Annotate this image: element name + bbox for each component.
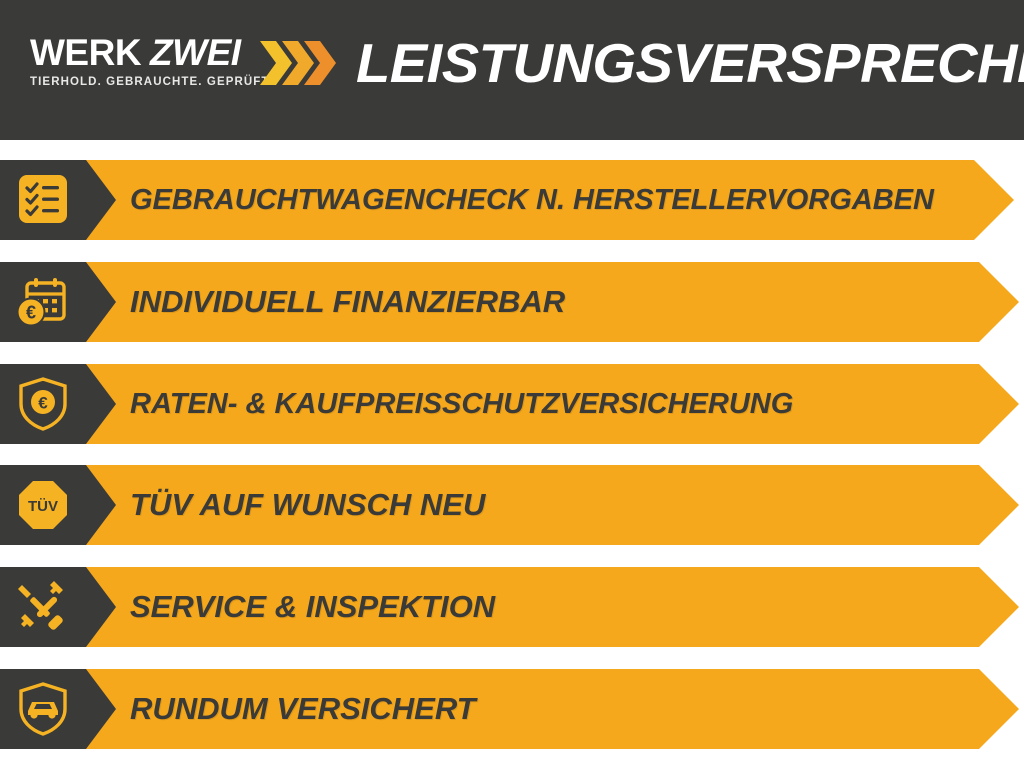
shield-euro-icon: € [14,376,72,432]
banner-label: RUNDUM VERSICHERT [130,691,476,726]
header-bar: WERK ZWEI TIERHOLD. GEBRAUCHTE. GEPRÜFT.… [0,0,1024,140]
brand-word-zwei: ZWEI [150,32,241,73]
banner-row-gebrauchtwagencheck: GEBRAUCHTWAGENCHECK N. HERSTELLERVORGABE… [0,160,1014,240]
banner-label: INDIVIDUELL FINANZIERBAR [130,284,566,319]
tuv-badge-icon: TÜV [14,477,72,533]
wrench-screwdriver-icon [14,579,72,635]
banner-label: TÜV AUF WUNSCH NEU [130,487,486,522]
calendar-euro-icon: € [14,274,72,330]
banner-label: GEBRAUCHTWAGENCHECK N. HERSTELLERVORGABE… [130,183,934,216]
banner-label: RATEN- & KAUFPREISSCHUTZVERSICHERUNG [130,387,794,420]
brand-word-werk: WERK [30,32,142,73]
svg-text:TÜV: TÜV [28,498,58,515]
svg-text:€: € [38,394,48,413]
banner-row-raten-kaufpreisschutz: € RATEN- & KAUFPREISSCHUTZVERSICHERUNG [0,364,1019,444]
brand-tagline: TIERHOLD. GEBRAUCHTE. GEPRÜFT. [30,76,273,88]
banner-row-tuev-neu: TÜV TÜV AUF WUNSCH NEU [0,465,1019,545]
brand-logo: WERK ZWEI TIERHOLD. GEBRAUCHTE. GEPRÜFT. [30,34,330,106]
checklist-icon [14,172,72,228]
banner-row-service-inspektion: SERVICE & INSPEKTION [0,567,1019,647]
brand-wordmark: WERK ZWEI [30,34,330,72]
banner-shape [0,567,1019,647]
banner-row-individuell-finanzierbar: € INDIVIDUELL FINANZIERBAR [0,262,1019,342]
banner-row-rundum-versichert: RUNDUM VERSICHERT [0,669,1019,749]
banner-label: SERVICE & INSPEKTION [130,589,496,624]
page-title: LEISTUNGSVERSPRECHEN [356,32,1024,94]
triple-chevron-right-icon [258,38,336,88]
shield-car-icon [14,681,72,737]
svg-text:€: € [26,303,36,323]
